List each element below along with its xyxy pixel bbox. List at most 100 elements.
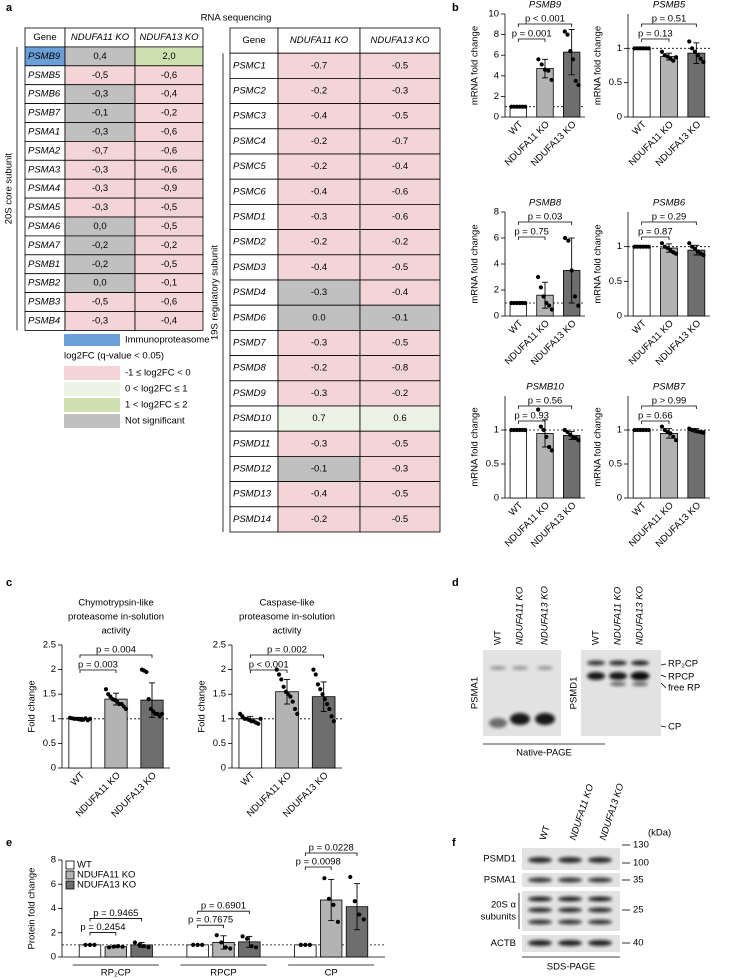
value-cell — [359, 203, 441, 230]
p-value: p = 0.004 — [96, 645, 136, 656]
y-axis-label: Fold change — [27, 680, 38, 732]
significance-bracket — [249, 654, 325, 658]
lane-label: WT — [493, 630, 504, 645]
significance-bracket — [641, 420, 670, 424]
data-point — [313, 672, 318, 677]
data-point — [546, 68, 551, 73]
legend-label: 1 < log2FC ≤ 2 — [125, 400, 188, 411]
x-tick-label: WT — [507, 500, 525, 518]
blot-band — [528, 919, 552, 925]
band-label: CP — [668, 722, 681, 733]
y-tick-label: 2 — [51, 927, 56, 938]
data-point — [228, 946, 233, 951]
log2fc-value: -0.5 — [392, 489, 408, 500]
lane-label: NDUFA13 KO — [598, 782, 627, 842]
blot-band — [558, 896, 582, 902]
log2fc-value: -0.3 — [392, 86, 408, 97]
y-tick-label: 6 — [494, 50, 499, 61]
log2fc-value: -0.1 — [311, 464, 327, 475]
y-tick-label: 0.5 — [486, 459, 499, 470]
data-point — [223, 945, 228, 950]
significance-bracket — [641, 405, 697, 409]
y-tick-label: 2 — [494, 285, 499, 296]
data-point — [123, 706, 129, 712]
chart-title: proteasome in-solution — [68, 612, 164, 623]
value-cell — [277, 229, 361, 256]
log2fc-value: -0.2 — [311, 237, 327, 248]
data-point — [244, 936, 250, 941]
data-point — [671, 434, 676, 439]
value-cell — [359, 304, 441, 331]
row-label: 20S α — [491, 900, 517, 911]
blot-band — [587, 672, 605, 680]
y-tick-label: 1.5 — [43, 689, 56, 700]
data-point — [576, 303, 581, 308]
blot-band — [537, 666, 553, 670]
panel-label: b — [452, 2, 459, 14]
significance-bracket — [517, 236, 546, 240]
blot-band — [587, 660, 605, 666]
gene-cell — [229, 203, 279, 230]
gene-name: PSMB6 — [28, 89, 61, 100]
significance-bracket — [641, 236, 670, 240]
y-tick-label: 4 — [494, 259, 499, 270]
data-point — [132, 940, 138, 945]
y-axis-label: Protein fold change — [27, 868, 38, 950]
x-tick-label: WT — [239, 770, 257, 788]
chart-title: PSMB7 — [653, 382, 686, 393]
data-point — [200, 942, 205, 947]
gene-name: PSMC5 — [233, 161, 266, 172]
legend-swatch — [64, 398, 120, 412]
panel-title: RNA sequencing — [201, 13, 272, 24]
log2fc-value: -0,4 — [161, 315, 177, 326]
data-point — [120, 944, 125, 949]
log2fc-value: -0,5 — [161, 221, 177, 232]
chart-title: PSMB8 — [529, 198, 562, 209]
log2fc-value: -0,9 — [161, 183, 177, 194]
log2fc-value: -0.3 — [311, 338, 327, 349]
data-point — [687, 241, 692, 246]
lane-label: NDUFA13 KO — [635, 585, 646, 645]
y-tick-label: 10 — [488, 9, 499, 20]
y-tick-label: 1 — [617, 425, 622, 436]
log2fc-value: -0,5 — [92, 70, 108, 81]
lane-label: NDUFA11 KO — [515, 586, 526, 645]
p-value: p = 0.003 — [78, 660, 118, 671]
data-point — [673, 251, 679, 256]
bar — [632, 246, 651, 317]
log2fc-value: -0.7 — [392, 136, 408, 147]
blot-band — [588, 877, 612, 883]
data-point — [253, 945, 259, 950]
data-point — [701, 430, 706, 435]
p-value: p = 0.29 — [652, 212, 687, 223]
y-axis-label: mRNA fold change — [470, 407, 481, 486]
band-label: RP₂CP — [668, 659, 698, 670]
log2fc-value: -0.8 — [392, 363, 408, 374]
band-label: RPCP — [668, 672, 694, 683]
band-pointer — [660, 725, 667, 728]
column-header: Gene — [33, 32, 56, 43]
y-tick-label: 1 — [51, 713, 56, 724]
gene-name: PSMD1 — [233, 212, 266, 223]
gene-name: PSMB7 — [28, 108, 61, 119]
p-value: p = 0.56 — [528, 396, 563, 407]
data-point — [322, 697, 327, 702]
data-point — [322, 876, 327, 881]
data-point — [673, 438, 679, 443]
log2fc-value: -0.5 — [392, 262, 408, 273]
y-axis-label: Fold change — [197, 680, 208, 732]
blot-band — [588, 896, 612, 902]
significance-bracket — [197, 910, 250, 915]
log2fc-value: -0.3 — [311, 287, 327, 298]
data-point — [576, 438, 581, 443]
data-point — [538, 424, 543, 429]
log2fc-value: -0.2 — [311, 136, 327, 147]
data-point — [538, 285, 543, 290]
significance-bracket — [304, 866, 332, 870]
lane-label: NDUFA13 KO — [540, 585, 551, 645]
gene-cell — [229, 128, 279, 155]
log2fc-value: -0,6 — [161, 297, 177, 308]
data-point — [331, 719, 336, 724]
group-label: 19S regulatory subunit — [210, 245, 221, 340]
column-header: NDUFA11 KO — [71, 32, 130, 43]
